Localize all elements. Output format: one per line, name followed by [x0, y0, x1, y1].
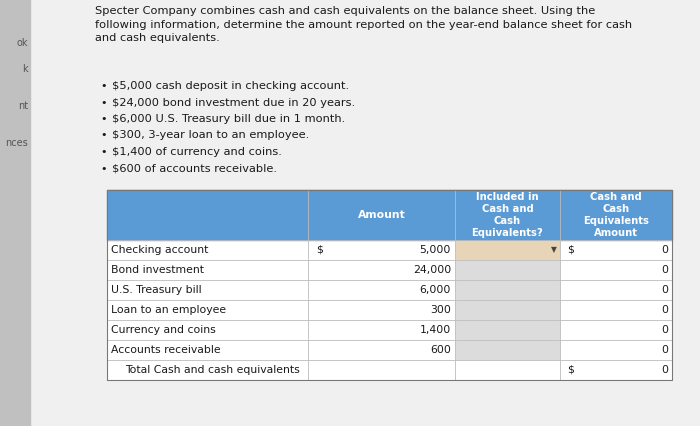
Text: 0: 0 — [661, 365, 668, 375]
Bar — [456, 341, 559, 359]
Bar — [107, 280, 672, 300]
Text: $300, 3-year loan to an employee.: $300, 3-year loan to an employee. — [112, 130, 309, 141]
Text: 0: 0 — [661, 325, 668, 335]
Text: $: $ — [316, 245, 323, 255]
Text: Currency and coins: Currency and coins — [111, 325, 216, 335]
Text: U.S. Treasury bill: U.S. Treasury bill — [111, 285, 202, 295]
Text: •: • — [100, 147, 106, 157]
Text: Accounts receivable: Accounts receivable — [111, 345, 220, 355]
Text: 0: 0 — [661, 345, 668, 355]
Text: 0: 0 — [661, 285, 668, 295]
Bar — [107, 190, 672, 240]
Bar — [107, 320, 672, 340]
Bar — [107, 240, 672, 260]
Text: $600 of accounts receivable.: $600 of accounts receivable. — [112, 164, 277, 173]
Text: Loan to an employee: Loan to an employee — [111, 305, 226, 315]
Text: nces: nces — [6, 138, 28, 148]
Bar — [456, 301, 559, 319]
Text: •: • — [100, 164, 106, 173]
Text: $: $ — [567, 365, 574, 375]
Text: •: • — [100, 114, 106, 124]
Bar — [456, 261, 559, 279]
Text: Total Cash and cash equivalents: Total Cash and cash equivalents — [125, 365, 300, 375]
Text: Cash and
Cash
Equivalents
Amount: Cash and Cash Equivalents Amount — [583, 192, 649, 238]
Text: 0: 0 — [661, 305, 668, 315]
Text: 300: 300 — [430, 305, 451, 315]
Text: 24,000: 24,000 — [413, 265, 451, 275]
Text: k: k — [22, 64, 28, 74]
Text: ok: ok — [17, 38, 28, 48]
Bar — [107, 190, 672, 380]
Text: 600: 600 — [430, 345, 451, 355]
Text: Checking account: Checking account — [111, 245, 209, 255]
Bar — [107, 340, 672, 360]
Text: $6,000 U.S. Treasury bill due in 1 month.: $6,000 U.S. Treasury bill due in 1 month… — [112, 114, 345, 124]
Text: •: • — [100, 81, 106, 91]
Text: 5,000: 5,000 — [419, 245, 451, 255]
Text: $5,000 cash deposit in checking account.: $5,000 cash deposit in checking account. — [112, 81, 349, 91]
Bar — [0, 0, 30, 426]
Bar — [456, 281, 559, 299]
Bar — [107, 260, 672, 280]
Bar — [107, 360, 672, 380]
Text: 0: 0 — [661, 245, 668, 255]
Text: $24,000 bond investment due in 20 years.: $24,000 bond investment due in 20 years. — [112, 98, 355, 107]
Text: $1,400 of currency and coins.: $1,400 of currency and coins. — [112, 147, 282, 157]
Bar — [107, 300, 672, 320]
Text: 6,000: 6,000 — [419, 285, 451, 295]
Bar — [456, 321, 559, 339]
Text: $: $ — [567, 245, 574, 255]
Bar — [456, 241, 559, 259]
Text: 1,400: 1,400 — [420, 325, 451, 335]
Text: •: • — [100, 98, 106, 107]
Text: Amount: Amount — [358, 210, 405, 220]
Text: Specter Company combines cash and cash equivalents on the balance sheet. Using t: Specter Company combines cash and cash e… — [95, 6, 632, 43]
Text: Bond investment: Bond investment — [111, 265, 204, 275]
Text: Included in
Cash and
Cash
Equivalents?: Included in Cash and Cash Equivalents? — [472, 192, 543, 238]
Text: 0: 0 — [661, 265, 668, 275]
Text: nt: nt — [18, 101, 28, 111]
Text: ▼: ▼ — [551, 245, 557, 254]
Text: •: • — [100, 130, 106, 141]
